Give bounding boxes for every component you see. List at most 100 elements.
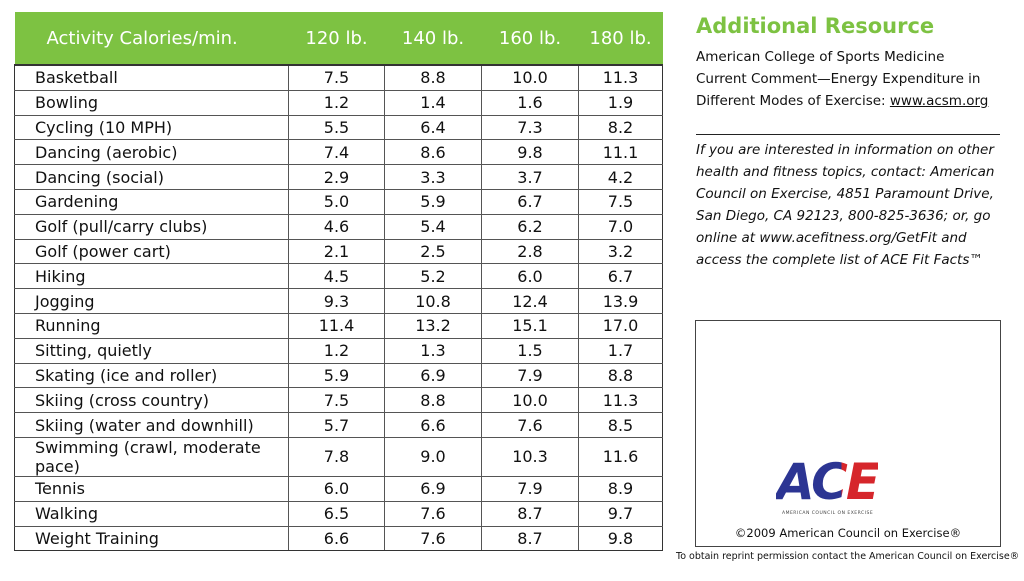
table-row: Skiing (cross country) 7.5 8.8 10.0 11.3 [14, 387, 663, 414]
calorie-cell: 5.4 [384, 214, 482, 240]
calorie-cell: 7.9 [481, 363, 579, 389]
calorie-cell: 1.4 [384, 90, 482, 116]
activity-cell: Skating (ice and roller) [14, 363, 289, 389]
activity-cell: Basketball [14, 65, 289, 91]
calorie-cell: 9.8 [578, 526, 663, 552]
header-row: Activity Calories/min. 120 lb. 140 lb. 160 … [14, 12, 663, 66]
calorie-cell: 5.2 [384, 263, 482, 290]
table-row: Weight Training 6.6 7.6 8.7 9.8 [14, 526, 663, 552]
table-row: Golf (pull/carry clubs) 4.6 5.4 6.2 7.0 [14, 214, 663, 240]
calorie-cell: 9.0 [384, 437, 482, 477]
table-row: Swimming (crawl, moderate pace) 7.8 9.0 10.… [14, 437, 663, 477]
reprint-note: To obtain reprint permission contact the… [676, 551, 1020, 562]
calorie-cell: 9.8 [481, 139, 579, 166]
calorie-cell: 7.8 [288, 437, 385, 477]
resource-title: Additional Resource [696, 14, 935, 38]
copyright: ©2009 American Council on Exercise® [734, 526, 962, 540]
calorie-cell: 4.6 [288, 214, 385, 240]
calorie-cell: 6.7 [481, 189, 579, 215]
calorie-cell: 1.2 [288, 338, 385, 364]
calorie-cell: 7.6 [481, 412, 579, 438]
activity-cell: Sitting, quietly [14, 338, 289, 364]
calorie-cell: 13.2 [384, 313, 482, 339]
calorie-cell: 12.4 [481, 288, 579, 314]
calorie-cell: 6.9 [384, 363, 482, 389]
activity-cell: Golf (power cart) [14, 239, 289, 265]
calorie-cell: 7.4 [288, 139, 385, 166]
contact-text: If you are interested in information on … [696, 142, 995, 268]
table-row: Cycling (10 MPH) 5.5 6.4 7.3 8.2 [14, 115, 663, 141]
calorie-cell: 11.6 [578, 437, 663, 477]
calorie-cell: 8.2 [578, 115, 663, 141]
calorie-cell: 7.5 [288, 65, 385, 91]
table-row: Gardening 5.0 5.9 6.7 7.5 [14, 189, 663, 215]
calorie-cell: 5.0 [288, 189, 385, 215]
calorie-cell: 6.0 [481, 263, 579, 290]
calorie-cell: 5.7 [288, 412, 385, 438]
calorie-cell: 10.8 [384, 288, 482, 314]
calorie-cell: 2.1 [288, 239, 385, 265]
calorie-cell: 8.6 [384, 139, 482, 166]
activity-cell: Walking [14, 501, 289, 527]
table-row: Golf (power cart) 2.1 2.5 2.8 3.2 [14, 239, 663, 265]
calorie-cell: 10.0 [481, 65, 579, 91]
calorie-cell: 3.2 [578, 239, 663, 265]
calorie-cell: 1.5 [481, 338, 579, 364]
calorie-cell: 2.9 [288, 164, 385, 190]
calorie-cell: 7.5 [578, 189, 663, 215]
table-row: Dancing (social) 2.9 3.3 3.7 4.2 [14, 164, 663, 190]
calorie-cell: 6.9 [384, 476, 482, 502]
resource-body: American College of Sports Medicine Curr… [696, 49, 981, 109]
calorie-cell: 7.3 [481, 115, 579, 141]
activity-cell: Bowling [14, 90, 289, 116]
table-row: Dancing (aerobic) 7.4 8.6 9.8 11.1 [14, 139, 663, 166]
calorie-cell: 1.3 [384, 338, 482, 364]
table-row: Tennis 6.0 6.9 7.9 8.9 [14, 476, 663, 502]
calorie-cell: 4.5 [288, 263, 385, 290]
calorie-cell: 5.5 [288, 115, 385, 141]
activity-cell: Hiking [14, 263, 289, 290]
table-row: Running 11.4 13.2 15.1 17.0 [14, 313, 663, 339]
activity-cell: Skiing (cross country) [14, 387, 289, 414]
activity-cell: Weight Training [14, 526, 289, 552]
calorie-cell: 3.7 [481, 164, 579, 190]
table-row: Bowling 1.2 1.4 1.6 1.9 [14, 90, 663, 116]
calorie-cell: 3.3 [384, 164, 482, 190]
activity-cell: Tennis [14, 476, 289, 502]
calorie-cell: 7.6 [384, 526, 482, 552]
activity-cell: Gardening [14, 189, 289, 215]
activity-cell: Dancing (aerobic) [14, 139, 289, 166]
table-row: Hiking 4.5 5.2 6.0 6.7 [14, 263, 663, 290]
table-row: Jogging 9.3 10.8 12.4 13.9 [14, 288, 663, 314]
calorie-cell: 8.7 [481, 526, 579, 552]
resource-link[interactable]: www.acsm.org [889, 93, 989, 109]
calorie-cell: 6.6 [384, 412, 482, 438]
logo-box: ACE AMERICAN COUNCIL ON EXERCISE ©2009 A… [695, 320, 1001, 547]
calorie-cell: 1.2 [288, 90, 385, 116]
calorie-cell: 11.4 [288, 313, 385, 339]
logo-tagline: AMERICAN COUNCIL ON EXERCISE [782, 511, 874, 516]
calorie-cell: 7.6 [384, 501, 482, 527]
calorie-cell: 11.3 [578, 65, 663, 91]
calorie-cell: 5.9 [288, 363, 385, 389]
column-header: 180 lb. [578, 12, 663, 66]
calorie-cell: 6.4 [384, 115, 482, 141]
calorie-cell: 8.7 [481, 501, 579, 527]
column-header: 140 lb. [384, 12, 482, 66]
calorie-cell: 2.5 [384, 239, 482, 265]
calorie-cell: 8.9 [578, 476, 663, 502]
calorie-cell: 1.9 [578, 90, 663, 116]
calorie-cell: 5.9 [384, 189, 482, 215]
calorie-cell: 9.7 [578, 501, 663, 527]
calorie-cell: 7.5 [288, 387, 385, 414]
calorie-cell: 6.5 [288, 501, 385, 527]
calorie-cell: 10.0 [481, 387, 579, 414]
calorie-cell: 6.0 [288, 476, 385, 502]
table-row: Sitting, quietly 1.2 1.3 1.5 1.7 [14, 338, 663, 364]
activity-cell: Cycling (10 MPH) [14, 115, 289, 141]
calorie-cell: 11.3 [578, 387, 663, 414]
column-header: 160 lb. [481, 12, 579, 66]
activity-cell: Jogging [14, 288, 289, 314]
activity-cell: Swimming (crawl, moderate pace) [14, 437, 289, 477]
